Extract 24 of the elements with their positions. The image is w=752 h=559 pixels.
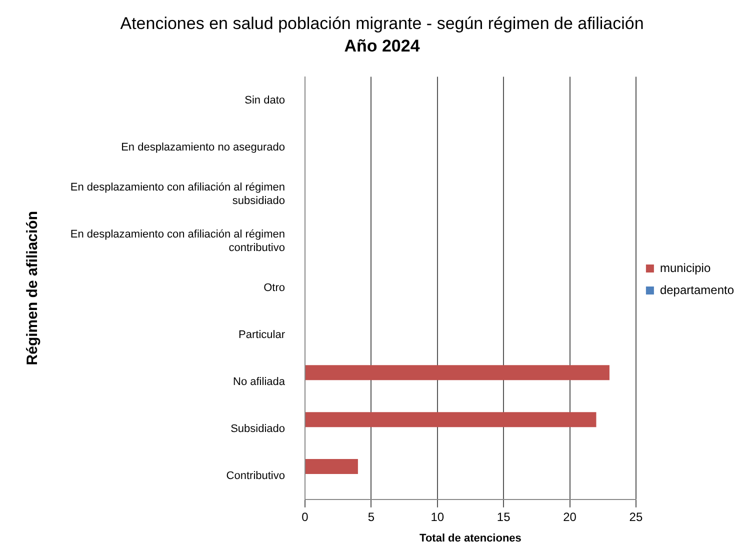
x-tick-label: 25 — [629, 510, 643, 524]
y-tick-label: En desplazamiento con afiliación al régimen subsidiado — [70, 182, 285, 207]
x-tick-label: 0 — [302, 510, 309, 524]
y-tick-label: Contributivo — [226, 470, 285, 482]
y-tick-label: No afiliada — [233, 376, 286, 388]
chart-title: Atenciones en salud población migrante - según régimen de afiliación — [120, 14, 644, 33]
x-tick-label: 5 — [368, 510, 375, 524]
y-tick-label: Sin dato — [244, 94, 285, 106]
y-axis-title: Régimen de afiliación — [24, 210, 42, 366]
x-tick-label: 20 — [563, 510, 577, 524]
x-axis-title: Total de atenciones — [420, 532, 522, 544]
legend-label: departamento — [660, 282, 734, 297]
y-tick-label: En desplazamiento no asegurado — [121, 141, 285, 154]
bar — [306, 459, 358, 474]
x-tick-label: 15 — [496, 510, 511, 524]
legend-label: municipio — [660, 260, 711, 275]
y-tick-label: En desplazamiento con afiliación al régimen contributivo — [70, 228, 285, 254]
y-tick-label: Otro — [264, 282, 285, 294]
bar — [306, 412, 596, 428]
chart-subtitle: Año 2024 — [344, 36, 420, 56]
y-tick-label: Particular — [238, 329, 286, 342]
x-tick-label: 10 — [430, 510, 444, 524]
y-tick-label: Subsidiado — [230, 423, 285, 435]
bar — [306, 365, 610, 380]
